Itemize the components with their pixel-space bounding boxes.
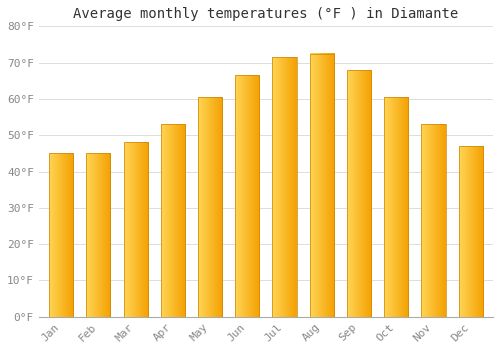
Bar [86, 153, 110, 317]
Title: Average monthly temperatures (°F ) in Diamante: Average monthly temperatures (°F ) in Di… [74, 7, 458, 21]
Bar [49, 153, 73, 317]
Bar [458, 146, 483, 317]
Bar [235, 75, 260, 317]
Bar [422, 124, 446, 317]
Bar [160, 124, 185, 317]
Bar [272, 57, 296, 317]
Bar [384, 97, 408, 317]
Bar [310, 54, 334, 317]
Bar [124, 142, 148, 317]
Bar [347, 70, 371, 317]
Bar [198, 97, 222, 317]
